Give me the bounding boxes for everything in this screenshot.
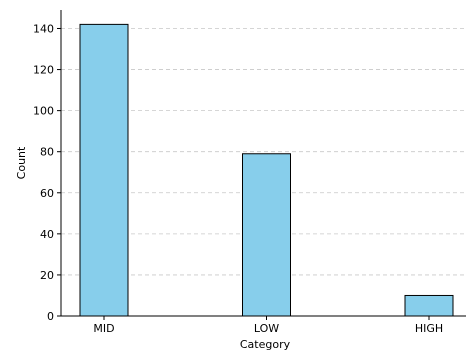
y-tick-label: 140 xyxy=(33,22,54,35)
bar-low xyxy=(242,153,291,317)
y-tick-label: 60 xyxy=(40,187,54,200)
x-ticks: MID LOW HIGH xyxy=(93,316,443,335)
y-axis-label: Count xyxy=(15,146,28,179)
bar-mid xyxy=(79,23,129,317)
y-tick-label: 120 xyxy=(33,64,54,77)
y-tick-label: 20 xyxy=(40,269,54,282)
bar-high xyxy=(404,294,454,317)
y-gridlines xyxy=(61,28,466,276)
x-axis-label: Category xyxy=(240,338,291,350)
bars xyxy=(79,23,454,317)
x-tick-label: LOW xyxy=(254,322,279,335)
y-tick-label: 40 xyxy=(40,228,54,241)
x-tick-label: MID xyxy=(93,322,114,335)
y-tick-label: 0 xyxy=(47,310,54,323)
y-tick-label: 100 xyxy=(33,105,54,118)
y-ticks: 0 20 40 60 80 100 120 140 xyxy=(33,22,61,323)
axes xyxy=(60,10,466,317)
y-tick-label: 80 xyxy=(40,146,54,159)
x-tick-label: HIGH xyxy=(415,322,443,335)
